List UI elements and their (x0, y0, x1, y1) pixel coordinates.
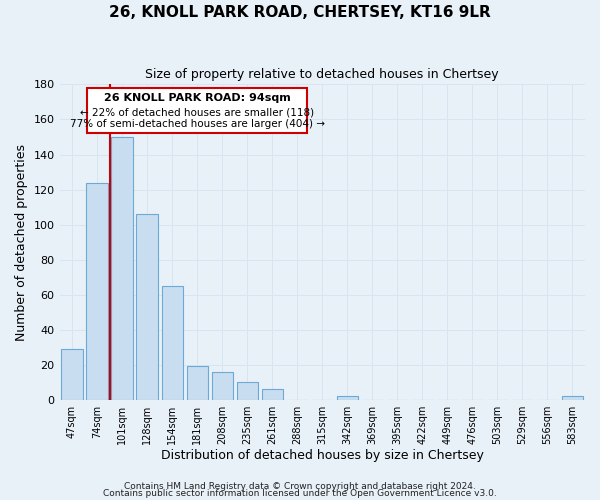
Text: 26, KNOLL PARK ROAD, CHERTSEY, KT16 9LR: 26, KNOLL PARK ROAD, CHERTSEY, KT16 9LR (109, 5, 491, 20)
Bar (236, 382, 258, 400)
Bar (212, 372, 233, 400)
Bar (86, 182, 108, 400)
Title: Size of property relative to detached houses in Chertsey: Size of property relative to detached ho… (145, 68, 499, 80)
Bar (161, 286, 183, 400)
Bar (337, 396, 358, 400)
Y-axis label: Number of detached properties: Number of detached properties (15, 144, 28, 340)
Bar (136, 214, 158, 400)
Bar (61, 349, 83, 400)
Bar (112, 137, 133, 400)
Bar (562, 396, 583, 400)
X-axis label: Distribution of detached houses by size in Chertsey: Distribution of detached houses by size … (161, 450, 484, 462)
Text: ← 22% of detached houses are smaller (118): ← 22% of detached houses are smaller (11… (80, 107, 314, 117)
Text: Contains public sector information licensed under the Open Government Licence v3: Contains public sector information licen… (103, 490, 497, 498)
Text: Contains HM Land Registry data © Crown copyright and database right 2024.: Contains HM Land Registry data © Crown c… (124, 482, 476, 491)
Bar (262, 389, 283, 400)
FancyBboxPatch shape (87, 88, 307, 134)
Bar (187, 366, 208, 400)
Text: 26 KNOLL PARK ROAD: 94sqm: 26 KNOLL PARK ROAD: 94sqm (104, 93, 290, 103)
Text: 77% of semi-detached houses are larger (404) →: 77% of semi-detached houses are larger (… (70, 120, 325, 130)
